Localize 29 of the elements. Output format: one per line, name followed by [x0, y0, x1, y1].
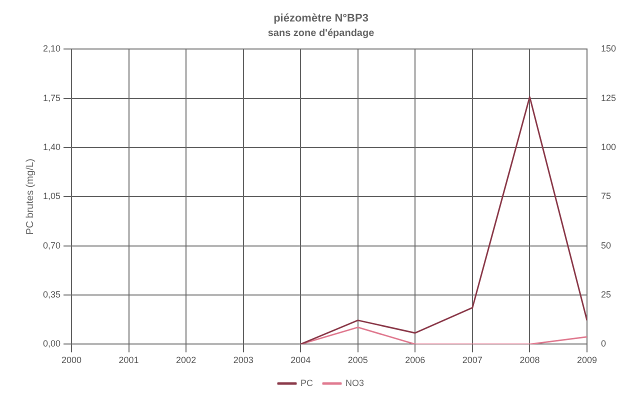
x-tick-label: 2009 [576, 355, 597, 366]
x-tick-label: 2004 [290, 355, 311, 366]
y-tick-label: 0,00 [42, 338, 61, 349]
y-tick-label: 2,10 [42, 44, 61, 54]
y2-tick-label: 100 [600, 142, 616, 152]
chart-title: piézomètre N°BP3 [274, 12, 368, 25]
y-tick-label: 1,40 [42, 142, 61, 152]
x-tick-label: 2005 [348, 355, 368, 366]
y-tick-label: 0,35 [42, 290, 61, 300]
y-axis-title: PC brutes (mg/L) [24, 158, 36, 235]
x-tick-label: 2007 [462, 355, 482, 366]
y2-tick-label: 25 [600, 290, 611, 300]
x-tick-label: 2003 [233, 355, 254, 366]
x-tick-label: 2008 [520, 355, 540, 366]
y-tick-label: 1,05 [42, 191, 61, 202]
x-tick-label: 2001 [118, 355, 139, 366]
legend-label: NO3 [346, 378, 364, 388]
y-tick-label: 1,75 [42, 92, 61, 103]
y2-tick-label: 50 [600, 240, 611, 250]
y2-tick-label: 125 [600, 92, 616, 103]
x-tick-label: 2006 [405, 355, 426, 366]
y2-tick-label: 75 [600, 191, 611, 202]
x-tick-label: 2000 [62, 355, 82, 366]
y2-tick-label: 0 [600, 338, 606, 349]
y-tick-label: 0,70 [42, 240, 61, 250]
y2-tick-label: 150 [600, 44, 616, 54]
x-tick-label: 2002 [176, 355, 196, 366]
legend-label: PC [300, 378, 314, 388]
chart-subtitle: sans zone d'épandage [268, 28, 375, 39]
